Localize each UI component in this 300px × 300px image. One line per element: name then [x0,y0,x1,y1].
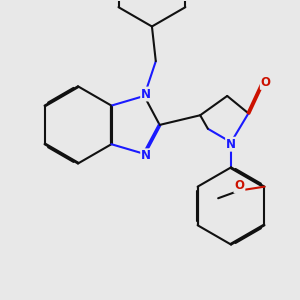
Text: O: O [234,179,244,192]
Text: N: N [141,149,151,162]
Text: N: N [141,88,151,100]
Text: N: N [226,138,236,151]
Text: O: O [261,76,271,89]
